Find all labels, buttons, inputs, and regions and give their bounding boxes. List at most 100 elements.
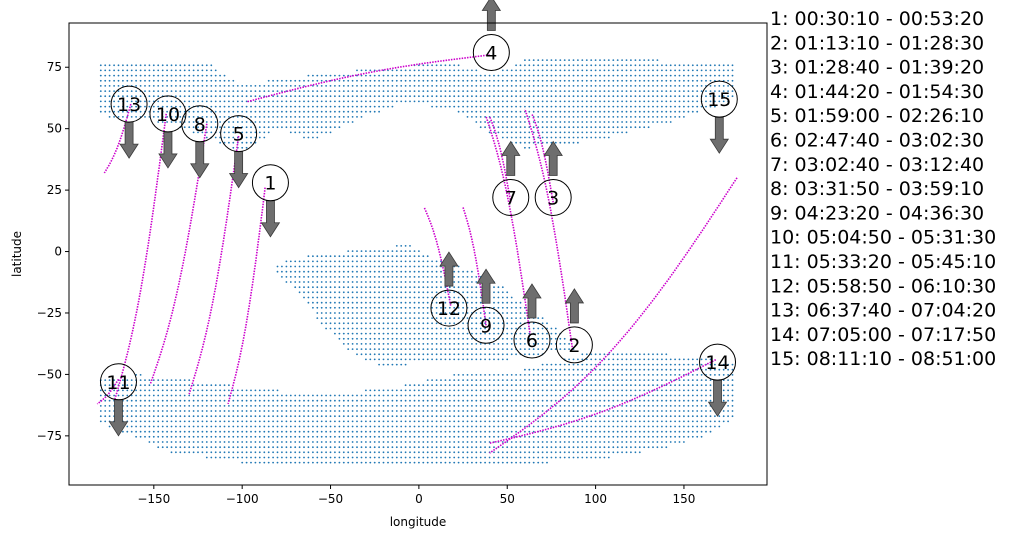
land-point <box>554 131 557 134</box>
land-point <box>245 456 248 459</box>
land-point <box>152 420 155 423</box>
land-point <box>497 296 500 299</box>
land-point <box>431 430 433 433</box>
land-point <box>550 415 553 418</box>
land-point <box>647 430 650 433</box>
land-point <box>634 420 637 423</box>
land-point <box>612 389 615 392</box>
land-point <box>444 296 447 299</box>
land-point <box>616 420 619 423</box>
land-point <box>188 110 191 113</box>
land-point <box>669 79 672 82</box>
land-point <box>453 384 456 387</box>
land-point <box>448 435 451 438</box>
land-point <box>426 415 429 418</box>
land-point <box>387 260 389 263</box>
land-point <box>409 95 411 98</box>
land-point <box>418 446 420 449</box>
land-point <box>510 105 513 108</box>
land-point <box>197 74 199 77</box>
land-point <box>572 116 575 118</box>
land-point <box>223 126 226 129</box>
land-point <box>422 405 425 407</box>
land-point <box>625 90 628 92</box>
land-point <box>378 461 380 464</box>
land-point <box>334 276 336 278</box>
land-point <box>546 384 548 387</box>
land-point <box>488 415 491 418</box>
land-point <box>581 95 584 98</box>
land-point <box>510 322 513 325</box>
land-point <box>254 85 257 87</box>
land-point <box>603 405 606 407</box>
land-point <box>462 291 464 294</box>
land-point <box>541 126 544 129</box>
land-point <box>320 410 323 412</box>
land-point <box>435 343 438 345</box>
land-point <box>214 441 217 443</box>
land-point <box>581 64 584 67</box>
land-point <box>731 79 734 82</box>
land-point <box>714 85 716 87</box>
land-point <box>669 384 672 387</box>
land-point <box>347 255 350 258</box>
land-point <box>634 85 637 87</box>
land-point <box>382 425 385 428</box>
land-point <box>400 90 403 92</box>
land-point <box>214 420 217 423</box>
land-point <box>519 337 522 340</box>
land-point <box>630 441 632 443</box>
land-point <box>241 430 244 433</box>
land-point <box>320 430 323 433</box>
land-point <box>731 90 734 92</box>
land-point <box>656 405 659 407</box>
land-point <box>691 399 694 402</box>
land-point <box>232 85 235 87</box>
land-point <box>440 425 442 428</box>
land-point <box>250 451 252 454</box>
land-point <box>157 105 160 108</box>
land-point <box>457 374 460 376</box>
land-point <box>435 100 438 103</box>
land-point <box>285 281 288 283</box>
land-point <box>444 301 447 304</box>
land-point <box>267 425 270 428</box>
land-point <box>258 116 261 118</box>
land-point <box>585 121 588 123</box>
land-point <box>312 405 314 407</box>
land-point <box>466 399 469 402</box>
land-point <box>493 286 495 289</box>
land-point <box>563 110 566 113</box>
land-point <box>365 425 367 428</box>
land-point <box>188 441 191 443</box>
land-point <box>554 332 557 335</box>
land-point <box>360 90 363 92</box>
land-point <box>351 456 354 459</box>
land-point <box>267 79 270 82</box>
land-point <box>621 74 623 77</box>
land-point <box>652 384 654 387</box>
land-point <box>524 410 526 412</box>
land-point <box>236 105 239 108</box>
land-point <box>691 394 694 397</box>
land-point <box>342 430 345 433</box>
land-point <box>307 126 310 129</box>
land-point <box>630 420 632 423</box>
land-point <box>683 379 685 381</box>
land-point <box>532 353 535 356</box>
land-point <box>546 363 548 366</box>
land-point <box>497 405 500 407</box>
land-point <box>166 100 169 103</box>
land-point <box>267 451 270 454</box>
land-point <box>365 110 367 113</box>
land-point <box>497 384 500 387</box>
land-point <box>488 461 491 464</box>
land-point <box>334 260 336 263</box>
land-point <box>219 100 222 103</box>
land-point <box>634 79 637 82</box>
land-point <box>524 131 526 134</box>
land-point <box>488 405 491 407</box>
land-point <box>532 394 535 397</box>
land-point <box>572 446 575 449</box>
land-point <box>418 306 420 309</box>
